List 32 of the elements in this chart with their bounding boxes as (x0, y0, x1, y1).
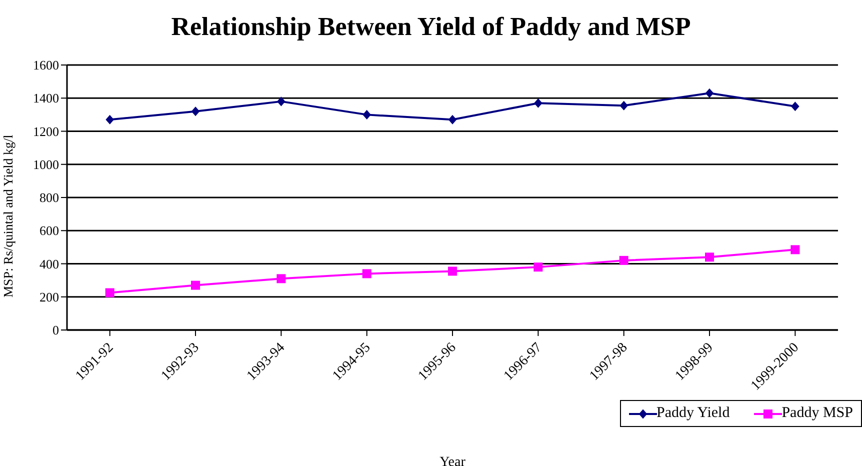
x-axis-title: Year (440, 455, 466, 466)
point (106, 115, 114, 124)
point (705, 252, 714, 262)
y-tick-label: 200 (40, 289, 59, 304)
legend-label: Paddy MSP (782, 405, 853, 422)
point (362, 269, 372, 278)
point (534, 262, 543, 272)
y-axis-title: MSP: Rs/quintal and Yield kg/l (0, 134, 16, 298)
y-tick-label: 1200 (33, 124, 59, 139)
point (620, 101, 628, 110)
point (448, 115, 456, 124)
point (276, 274, 286, 284)
point (791, 102, 800, 111)
point (362, 110, 371, 120)
legend-label: Paddy Yield (656, 405, 730, 422)
y-tick-label: 800 (40, 190, 59, 206)
point (191, 280, 200, 290)
y-tick-label: 1000 (33, 156, 59, 172)
y-tick-label: 600 (40, 223, 59, 238)
point (706, 88, 714, 98)
point (534, 98, 542, 108)
point (790, 245, 800, 254)
point (105, 288, 114, 298)
y-tick-label: 0 (52, 322, 59, 338)
point (277, 96, 286, 106)
y-tick-label: 1600 (33, 58, 59, 73)
chart-title: Relationship Between Yield of Paddy and MSP (170, 12, 692, 42)
y-tick-label: 400 (40, 256, 59, 272)
y-tick-label: 1400 (33, 90, 59, 106)
point (192, 106, 200, 116)
point (448, 266, 457, 276)
point (619, 256, 628, 265)
